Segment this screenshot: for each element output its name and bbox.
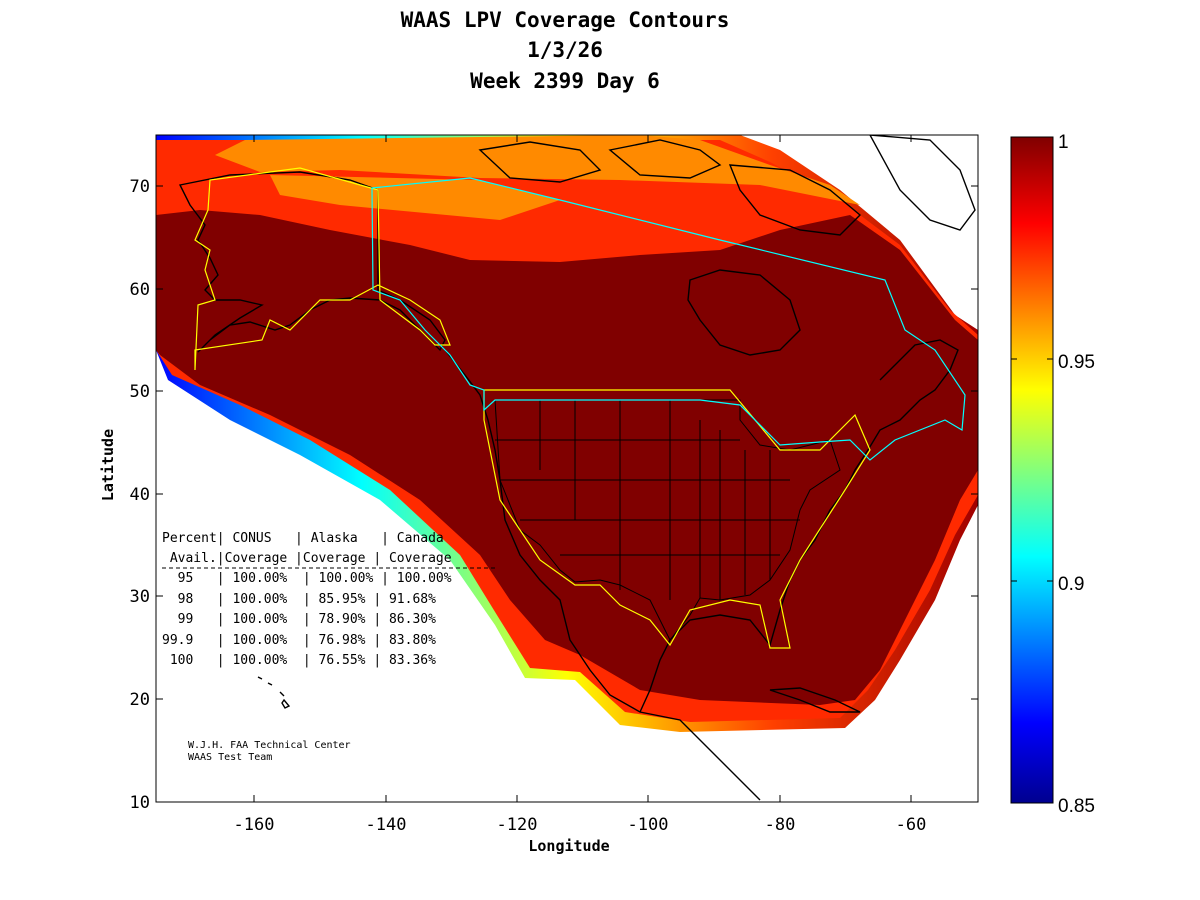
x-axis-label: Longitude bbox=[528, 837, 609, 855]
plot-frame bbox=[155, 134, 979, 803]
x-tick-label: -140 bbox=[366, 815, 407, 835]
y-axis-label: Latitude bbox=[99, 429, 117, 501]
colorbar-ticks bbox=[1011, 136, 1053, 804]
colorbar-tick-label: 0.85 bbox=[1058, 796, 1095, 817]
table-row: 99 | 100.00% | 78.90% | 86.30% bbox=[162, 612, 436, 627]
x-tick-label: -60 bbox=[896, 815, 927, 835]
credit-line-2: WAAS Test Team bbox=[188, 752, 272, 763]
coverage-table: Percent| CONUS | Alaska | Canada Avail.|… bbox=[162, 531, 495, 668]
table-header-1: Percent| CONUS | Alaska | Canada bbox=[162, 531, 444, 546]
axis-ticks bbox=[156, 135, 978, 803]
x-tick-label: -80 bbox=[765, 815, 796, 835]
y-tick-label: 40 bbox=[130, 485, 150, 505]
y-tick-label: 30 bbox=[130, 587, 150, 607]
colorbar-tick-label: 0.95 bbox=[1058, 352, 1095, 373]
table-row: 98 | 100.00% | 85.95% | 91.68% bbox=[162, 592, 436, 607]
y-tick-label: 20 bbox=[130, 690, 150, 710]
table-row: 99.9 | 100.00% | 76.98% | 83.80% bbox=[162, 633, 436, 648]
credit-line-1: W.J.H. FAA Technical Center bbox=[188, 740, 351, 751]
y-tick-label: 70 bbox=[130, 177, 150, 197]
chart-title-line-2: 1/3/26 bbox=[527, 38, 603, 62]
y-tick-label: 50 bbox=[130, 382, 150, 402]
colorbar-tick-label: 0.9 bbox=[1058, 574, 1084, 595]
x-tick-label: -100 bbox=[628, 815, 669, 835]
y-tick-label: 10 bbox=[130, 793, 150, 813]
x-tick-label: -160 bbox=[234, 815, 275, 835]
coastlines bbox=[178, 135, 976, 801]
table-row: 95 | 100.00% | 100.00% | 100.00% bbox=[162, 571, 452, 586]
chart-title-line-3: Week 2399 Day 6 bbox=[470, 69, 660, 93]
colorbar bbox=[1010, 136, 1054, 804]
table-row: 100 | 100.00% | 76.55% | 83.36% bbox=[162, 653, 436, 668]
y-tick-label: 60 bbox=[130, 280, 150, 300]
service-volumes bbox=[194, 167, 966, 649]
chart-title-line-1: WAAS LPV Coverage Contours bbox=[400, 8, 730, 32]
table-header-2: Avail.|Coverage |Coverage | Coverage bbox=[162, 551, 452, 566]
x-tick-label: -120 bbox=[497, 815, 538, 835]
colorbar-tick-label: 1 bbox=[1058, 132, 1069, 153]
